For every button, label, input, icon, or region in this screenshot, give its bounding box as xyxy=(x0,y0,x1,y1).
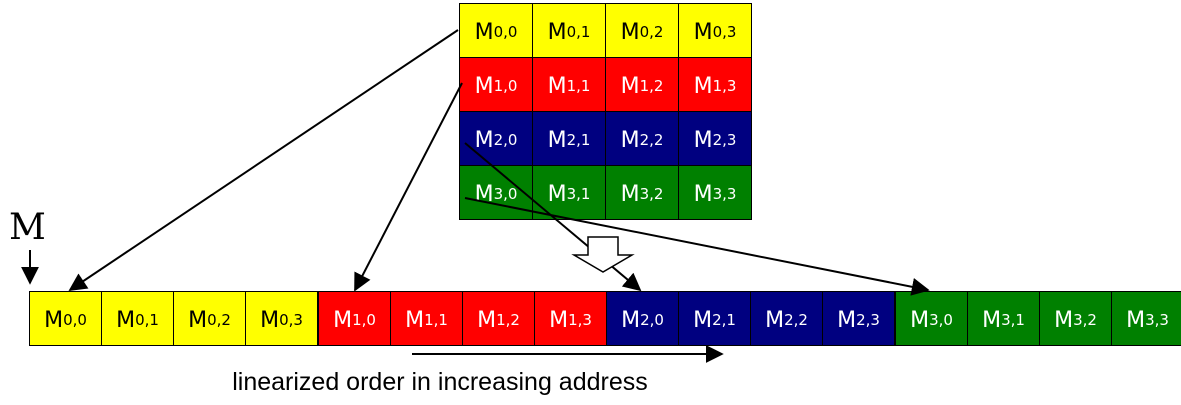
matrix-cell: M 1,1 xyxy=(532,57,606,112)
linear-cell: M 3,0 xyxy=(895,291,968,346)
matrix-cell: M 3,3 xyxy=(678,165,752,220)
cell-subscript: 0,2 xyxy=(207,311,231,329)
linear-cell: M 1,2 xyxy=(462,291,535,346)
matrix-cell: M 0,0 xyxy=(459,3,533,58)
cell-base: M xyxy=(910,307,930,333)
cell-subscript: 2,0 xyxy=(493,131,518,149)
cell-base: M xyxy=(693,73,713,99)
caption: linearized order in increasing address xyxy=(232,368,648,396)
cell-subscript: 0,1 xyxy=(566,23,591,41)
row0-map-arrow xyxy=(68,29,459,292)
cell-subscript: 1,0 xyxy=(352,311,376,329)
matrix-cell: M 0,2 xyxy=(605,3,679,58)
cell-base: M xyxy=(837,307,857,333)
cell-base: M xyxy=(44,307,64,333)
cell-subscript: 0,1 xyxy=(135,311,159,329)
cell-subscript: 3,1 xyxy=(566,185,591,203)
hollow-down-arrow xyxy=(571,236,635,273)
cell-subscript: 3,1 xyxy=(1001,311,1025,329)
cell-subscript: 3,3 xyxy=(1145,311,1169,329)
matrix-cell: M 3,2 xyxy=(605,165,679,220)
matrix-cell: M 2,2 xyxy=(605,111,679,166)
linear-cell: M 2,3 xyxy=(822,291,895,346)
cell-base: M xyxy=(547,19,567,45)
cell-subscript: 2,0 xyxy=(640,311,664,329)
cell-subscript: 2,3 xyxy=(856,311,880,329)
linear-cell: M 1,0 xyxy=(318,291,391,346)
cell-subscript: 0,0 xyxy=(63,311,87,329)
cell-subscript: 1,3 xyxy=(568,311,592,329)
cell-base: M xyxy=(620,73,640,99)
row1-map-arrow xyxy=(354,82,463,292)
cell-base: M xyxy=(693,127,713,153)
cell-subscript: 3,3 xyxy=(712,185,737,203)
linear-cell: M 3,2 xyxy=(1039,291,1112,346)
cell-subscript: 2,2 xyxy=(639,131,664,149)
matrix-label: M xyxy=(9,207,46,248)
linear-cell: M 0,3 xyxy=(245,291,318,346)
matrix-cell: M 0,3 xyxy=(678,3,752,58)
cell-subscript: 3,2 xyxy=(639,185,664,203)
cell-base: M xyxy=(620,19,640,45)
linear-cell: M 0,0 xyxy=(29,291,102,346)
cell-base: M xyxy=(693,181,713,207)
cell-base: M xyxy=(474,127,494,153)
cell-base: M xyxy=(982,307,1002,333)
cell-subscript: 1,2 xyxy=(639,77,664,95)
cell-base: M xyxy=(620,127,640,153)
cell-base: M xyxy=(474,181,494,207)
cell-subscript: 0,0 xyxy=(493,23,518,41)
cell-subscript: 1,3 xyxy=(712,77,737,95)
cell-subscript: 0,3 xyxy=(279,311,303,329)
cell-base: M xyxy=(1126,307,1146,333)
cell-base: M xyxy=(693,19,713,45)
cell-subscript: 1,1 xyxy=(424,311,448,329)
row2-map-arrow xyxy=(464,142,642,292)
cell-subscript: 1,1 xyxy=(566,77,591,95)
cell-subscript: 2,2 xyxy=(784,311,808,329)
cell-base: M xyxy=(474,73,494,99)
matrix-cell: M 2,3 xyxy=(678,111,752,166)
cell-base: M xyxy=(477,307,497,333)
cell-base: M xyxy=(474,19,494,45)
cell-subscript: 0,3 xyxy=(712,23,737,41)
linear-cell: M 0,2 xyxy=(173,291,246,346)
matrix-cell: M 1,3 xyxy=(678,57,752,112)
cell-base: M xyxy=(621,307,641,333)
cell-subscript: 2,3 xyxy=(712,131,737,149)
cell-subscript: 0,2 xyxy=(639,23,664,41)
row3-map-arrow xyxy=(464,197,930,296)
cell-base: M xyxy=(405,307,425,333)
cell-subscript: 3,0 xyxy=(493,185,518,203)
linear-cell: M 1,3 xyxy=(534,291,607,346)
matrix-cell: M 3,0 xyxy=(459,165,533,220)
cell-base: M xyxy=(260,307,280,333)
cell-base: M xyxy=(333,307,353,333)
cell-base: M xyxy=(765,307,785,333)
cell-subscript: 3,0 xyxy=(929,311,953,329)
cell-subscript: 3,2 xyxy=(1073,311,1097,329)
cell-base: M xyxy=(1054,307,1074,333)
linear-cell: M 1,1 xyxy=(390,291,463,346)
cell-subscript: 1,0 xyxy=(493,77,518,95)
cell-base: M xyxy=(188,307,208,333)
cell-base: M xyxy=(547,181,567,207)
cell-subscript: 1,2 xyxy=(496,311,520,329)
matrix-cell: M 1,0 xyxy=(459,57,533,112)
cell-base: M xyxy=(547,73,567,99)
linear-cell: M 2,2 xyxy=(750,291,823,346)
cell-subscript: 2,1 xyxy=(566,131,591,149)
cell-base: M xyxy=(549,307,569,333)
cell-base: M xyxy=(620,181,640,207)
cell-base: M xyxy=(116,307,136,333)
cell-base: M xyxy=(693,307,713,333)
cell-base: M xyxy=(547,127,567,153)
linear-cell: M 3,3 xyxy=(1111,291,1181,346)
cell-subscript: 2,1 xyxy=(712,311,736,329)
